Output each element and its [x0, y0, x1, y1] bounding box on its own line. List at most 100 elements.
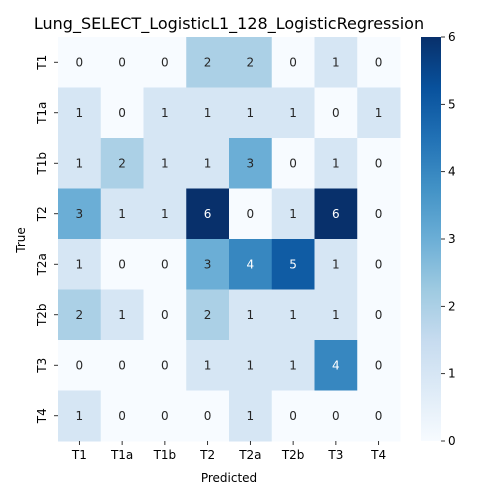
cell-value-label: 1 — [76, 409, 84, 423]
cell-value-label: 0 — [375, 257, 383, 271]
heatmap-cell — [314, 87, 358, 139]
cell-value-label: 0 — [289, 409, 297, 423]
cell-value-label: 2 — [247, 55, 255, 69]
cell-value-label: 1 — [375, 106, 383, 120]
cell-value-label: 0 — [118, 106, 126, 120]
heatmap-cell — [271, 390, 315, 442]
cell-value-label: 1 — [161, 156, 169, 170]
cell-value-label: 1 — [289, 207, 297, 221]
x-tick-label: T1b — [153, 448, 177, 462]
heatmap-cell — [186, 289, 230, 341]
cell-value-label: 0 — [375, 358, 383, 372]
cell-value-label: 1 — [247, 106, 255, 120]
heatmap-cell — [58, 37, 102, 88]
heatmap-cell — [58, 239, 102, 290]
cell-value-label: 3 — [76, 207, 84, 221]
heatmap-cell — [271, 138, 315, 189]
cell-value-label: 0 — [161, 257, 169, 271]
heatmap-cell — [100, 390, 144, 442]
cell-value-label: 0 — [118, 358, 126, 372]
heatmap-cell — [58, 138, 102, 189]
heatmap-cell — [58, 188, 102, 240]
heatmap-cell — [271, 340, 315, 391]
y-tick-label: T1 — [35, 55, 49, 71]
heatmap-cell — [143, 340, 187, 391]
y-axis-label: True — [14, 227, 28, 254]
heatmap-cell — [314, 289, 358, 341]
x-tick-label: T1a — [110, 448, 133, 462]
heatmap-cell — [229, 239, 273, 290]
cell-value-label: 2 — [76, 308, 84, 322]
heatmap-cell — [58, 289, 102, 341]
cell-value-label: 3 — [204, 257, 212, 271]
cell-value-label: 0 — [118, 55, 126, 69]
heatmap-cell — [357, 188, 401, 240]
x-tick-label: T2a — [238, 448, 261, 462]
heatmap-cell — [100, 188, 144, 240]
heatmap-cell — [357, 87, 401, 139]
heatmap-cell — [100, 289, 144, 341]
cell-value-label: 1 — [204, 106, 212, 120]
cell-value-label: 0 — [161, 358, 169, 372]
x-tick-label: T2b — [281, 448, 305, 462]
heatmap-cell — [229, 87, 273, 139]
colorbar-tick-label: 6 — [448, 30, 456, 44]
cell-value-label: 0 — [332, 409, 340, 423]
heatmap-cell — [143, 239, 187, 290]
heatmap-cell — [229, 37, 273, 88]
cell-value-label: 0 — [289, 55, 297, 69]
cell-value-label: 1 — [332, 308, 340, 322]
cell-value-label: 1 — [332, 55, 340, 69]
cell-value-label: 0 — [76, 358, 84, 372]
heatmap-cell — [186, 239, 230, 290]
heatmap-cell — [229, 188, 273, 240]
y-tick-label: T2a — [35, 253, 49, 276]
cell-value-label: 1 — [204, 358, 212, 372]
cell-value-label: 1 — [289, 106, 297, 120]
heatmap-cell — [186, 87, 230, 139]
heatmap-cell — [357, 390, 401, 442]
heatmap-cell — [186, 390, 230, 442]
heatmap-cell — [58, 390, 102, 442]
cell-value-label: 1 — [247, 308, 255, 322]
colorbar-tick-label: 3 — [448, 232, 456, 246]
x-tick-label: T3 — [327, 448, 343, 462]
cell-value-label: 1 — [118, 207, 126, 221]
heatmap-cell — [143, 289, 187, 341]
heatmap-cell — [271, 289, 315, 341]
colorbar-ticks: 0 1 2 3 4 5 6 — [441, 30, 456, 448]
heatmap-cell — [58, 340, 102, 391]
heatmap-cell — [271, 188, 315, 240]
y-axis-ticks: T1 T1a T1b T2 T2a T2b T3 T4 — [35, 55, 58, 424]
cell-value-label: 0 — [118, 409, 126, 423]
cell-value-label: 0 — [289, 156, 297, 170]
heatmap-cell — [357, 340, 401, 391]
heatmap-cell — [143, 138, 187, 189]
cell-value-label: 0 — [161, 409, 169, 423]
x-tick-label: T1 — [71, 448, 87, 462]
heatmap-cell — [143, 37, 187, 88]
heatmap-cell — [314, 390, 358, 442]
x-axis-ticks: T1 T1a T1b T2 T2a T2b T3 T4 — [71, 441, 386, 462]
cell-value-label: 2 — [204, 55, 212, 69]
cell-value-label: 1 — [247, 409, 255, 423]
heatmap-cell — [143, 188, 187, 240]
cell-value-label: 0 — [247, 207, 255, 221]
cell-value-label: 0 — [375, 156, 383, 170]
cell-value-label: 1 — [332, 156, 340, 170]
heatmap-cell — [100, 239, 144, 290]
heatmap-cell — [314, 340, 358, 391]
cell-value-label: 0 — [375, 207, 383, 221]
cell-value-label: 0 — [204, 409, 212, 423]
heatmap-cell — [271, 37, 315, 88]
y-tick-label: T3 — [35, 358, 49, 374]
heatmap-cell — [314, 37, 358, 88]
cell-value-label: 0 — [332, 106, 340, 120]
heatmap-cell — [229, 390, 273, 442]
cell-value-label: 0 — [161, 308, 169, 322]
heatmap-cell — [357, 239, 401, 290]
cell-value-label: 5 — [289, 257, 297, 271]
chart-title: Lung_SELECT_LogisticL1_128_LogisticRegre… — [34, 14, 424, 34]
y-tick-label: T1a — [35, 102, 49, 125]
